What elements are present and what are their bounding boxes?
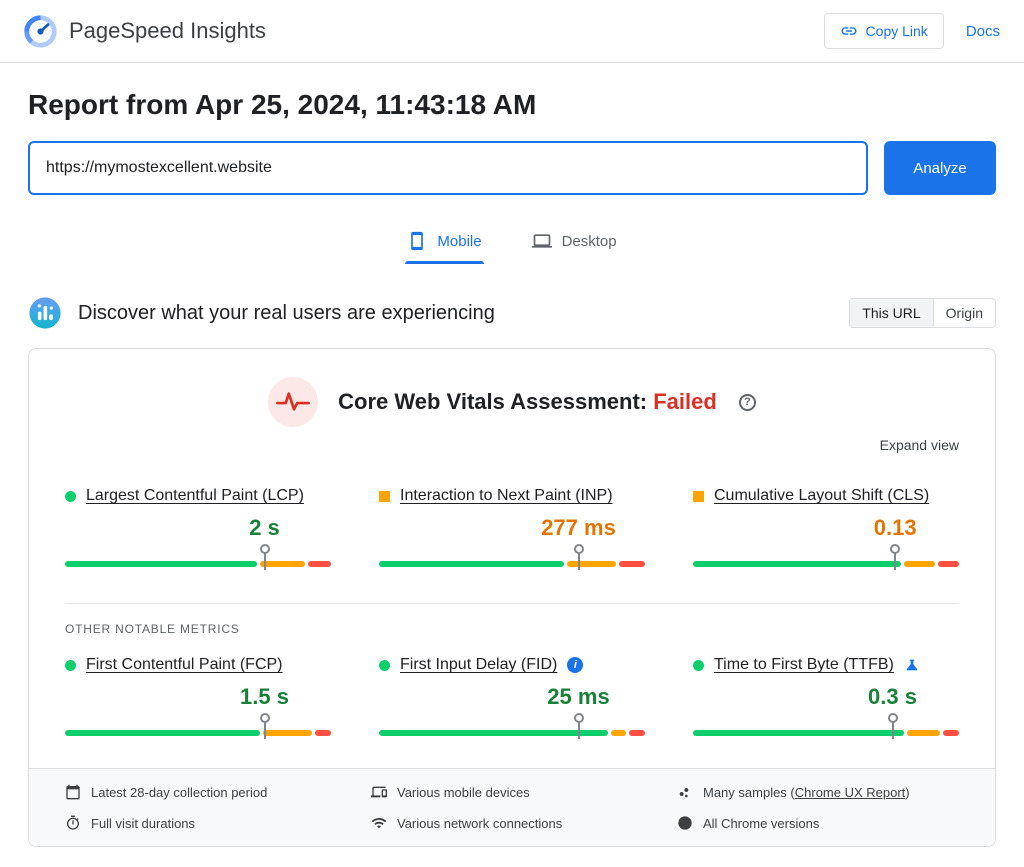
p75-marker	[891, 720, 894, 739]
metric-name-link[interactable]: First Contentful Paint (FCP)	[86, 656, 283, 673]
expand-view-row: Expand view	[65, 437, 959, 455]
samples-icon	[679, 788, 689, 798]
metric-distribution-bar	[693, 551, 959, 570]
metric-value: 0.3 s	[868, 684, 917, 709]
metric-value: 277 ms	[541, 515, 616, 540]
metric-status-icon	[65, 490, 76, 502]
docs-link[interactable]: Docs	[965, 22, 1000, 40]
tab-desktop-label: Desktop	[561, 232, 617, 250]
metric-value: 1.5 s	[240, 684, 289, 709]
timer-icon	[67, 815, 79, 830]
metrics-divider	[65, 603, 959, 604]
metric-distribution-bar	[65, 720, 331, 739]
experimental-flask-icon[interactable]	[904, 657, 920, 673]
tab-desktop[interactable]: Desktop	[530, 225, 619, 264]
cwv-assessment-header: Core Web Vitals Assessment: Failed	[65, 377, 959, 427]
footnote-samples: Many samples (Chrome UX Report)	[677, 784, 959, 800]
report-title: Report from Apr 25, 2024, 11:43:18 AM	[28, 89, 537, 120]
analyze-form: Analyze	[28, 141, 996, 195]
cwv-assessment-label: Core Web Vitals Assessment:	[338, 389, 648, 414]
brand: PageSpeed Insights	[24, 14, 266, 48]
cwv-assessment-icon	[268, 377, 319, 427]
link-icon	[841, 27, 857, 35]
app-title: PageSpeed Insights	[69, 18, 266, 43]
field-section-heading: Discover what your real users are experi…	[78, 301, 495, 324]
metric-value: 25 ms	[547, 684, 610, 709]
metric-name-link[interactable]: Largest Contentful Paint (LCP)	[86, 487, 304, 504]
metric-name-link[interactable]: Time to First Byte (TTFB)	[714, 656, 894, 673]
metric-name-link[interactable]: Interaction to Next Paint (INP)	[400, 487, 613, 504]
metric-value: 0.13	[873, 515, 917, 540]
devices-icon	[371, 786, 387, 798]
metric-fcp: First Contentful Paint (FCP) 1.5 s	[65, 656, 331, 739]
footnote-chrome-versions: All Chrome versions	[677, 815, 959, 831]
scope-this-url-button[interactable]: This URL	[850, 299, 934, 327]
metric-status-icon	[693, 659, 704, 671]
copy-link-button[interactable]: Copy Link	[823, 13, 944, 49]
field-data-icon	[29, 297, 61, 329]
metric-fid: First Input Delay (FID) 25 ms	[379, 656, 645, 739]
header-actions: Copy Link Docs	[823, 13, 1000, 49]
scope-toggle: This URL Origin	[849, 298, 996, 328]
metric-status-icon	[379, 659, 390, 671]
metric-lcp: Largest Contentful Paint (LCP) 2 s	[65, 487, 332, 570]
metric-name-link[interactable]: Cumulative Layout Shift (CLS)	[714, 487, 930, 504]
metric-ttfb: Time to First Byte (TTFB) 0.3 s	[693, 656, 959, 739]
field-data-footnotes: Latest 28-day collection period Full vis…	[29, 768, 995, 846]
cwv-assessment-title: Core Web Vitals Assessment: Failed	[338, 389, 717, 415]
url-input[interactable]	[28, 141, 868, 195]
p75-marker	[577, 720, 580, 739]
p75-marker	[894, 551, 897, 570]
chrome-icon	[678, 816, 692, 830]
metric-distribution-bar	[379, 551, 645, 570]
cwv-verdict: Failed	[653, 389, 717, 414]
metric-cls: Cumulative Layout Shift (CLS) 0.13	[693, 487, 959, 570]
metric-inp: Interaction to Next Paint (INP) 277 ms	[379, 487, 645, 570]
metric-value: 2 s	[249, 515, 280, 540]
p75-marker	[577, 551, 580, 570]
metric-distribution-bar	[65, 551, 332, 570]
p75-marker	[263, 720, 266, 739]
device-tabs: Mobile Desktop	[28, 225, 996, 264]
calendar-icon	[66, 784, 80, 800]
smartphone-icon	[411, 231, 424, 251]
crux-report-link[interactable]: Chrome UX Report	[794, 784, 906, 800]
main-content: Report from Apr 25, 2024, 11:43:18 AM An…	[0, 89, 1024, 867]
footnote-collection-period: Latest 28-day collection period	[65, 784, 347, 800]
analyze-button[interactable]: Analyze	[884, 141, 996, 195]
expand-view-button[interactable]: Expand view	[879, 437, 959, 453]
copy-link-label: Copy Link	[865, 23, 928, 39]
pagespeed-logo	[24, 14, 57, 48]
metric-name-link[interactable]: First Input Delay (FID)	[400, 656, 558, 673]
other-metrics-grid: First Contentful Paint (FCP) 1.5 s First…	[65, 656, 959, 739]
core-metrics-grid: Largest Contentful Paint (LCP) 2 s Inter…	[65, 487, 959, 570]
metric-status-icon	[65, 659, 76, 671]
field-section-head: Discover what your real users are experi…	[28, 296, 996, 330]
other-metrics-label: OTHER NOTABLE METRICS	[65, 622, 240, 636]
tab-mobile[interactable]: Mobile	[405, 225, 484, 264]
field-data-card: Core Web Vitals Assessment: Failed Expan…	[28, 348, 996, 847]
info-icon[interactable]	[567, 657, 584, 673]
field-data-card-body: Core Web Vitals Assessment: Failed Expan…	[29, 349, 995, 768]
metric-distribution-bar	[693, 720, 959, 739]
p75-marker	[263, 551, 266, 570]
help-icon[interactable]	[738, 393, 756, 411]
footnote-visit-durations: Full visit durations	[65, 815, 347, 831]
metric-status-icon	[379, 490, 390, 502]
tab-mobile-label: Mobile	[437, 232, 482, 250]
app-header: PageSpeed Insights Copy Link Docs	[0, 0, 1024, 63]
metric-distribution-bar	[379, 720, 645, 739]
metric-status-icon	[693, 490, 704, 502]
footnote-connections: Various network connections	[371, 815, 653, 831]
network-icon	[371, 817, 387, 829]
scope-origin-button[interactable]: Origin	[933, 299, 995, 327]
desktop-icon	[531, 234, 552, 248]
footnote-devices: Various mobile devices	[371, 784, 653, 800]
